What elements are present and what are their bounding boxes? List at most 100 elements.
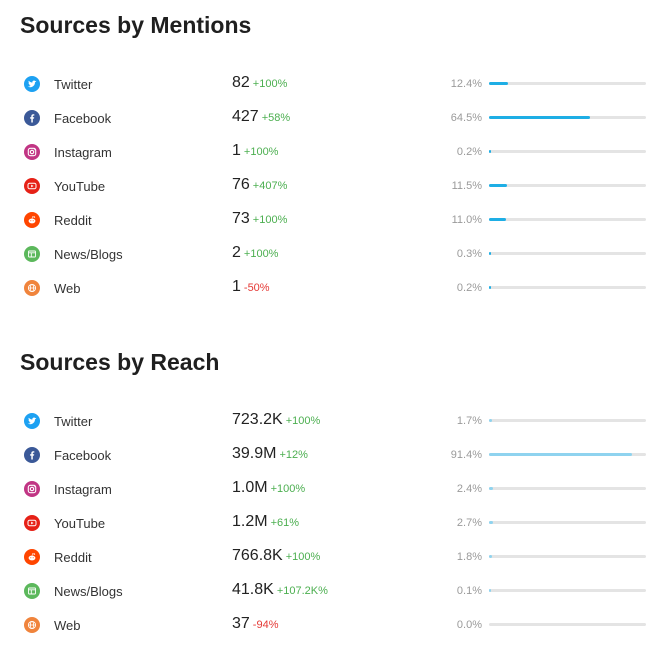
change-badge: +12% (279, 449, 308, 461)
mentions-count: 73 (232, 210, 250, 227)
share-bar-track (489, 252, 646, 255)
share-percent: 2.7% (456, 517, 482, 529)
source-row-youtube[interactable]: YouTube 1.2M +61% 2.7% (0, 506, 670, 540)
share-percent: 1.7% (456, 415, 482, 427)
youtube-icon (24, 515, 40, 531)
facebook-icon (24, 447, 40, 463)
share-percent: 2.4% (456, 483, 482, 495)
share-percent: 0.0% (456, 619, 482, 631)
share-bar-fill (489, 453, 632, 456)
share-percent: 11.5% (451, 180, 482, 192)
share-bar-track (489, 419, 646, 422)
source-row-reddit[interactable]: Reddit 73 +100% 11.0% (0, 203, 670, 237)
source-value: 1.2M +61% (232, 513, 299, 531)
source-value: 766.8K +100% (232, 547, 320, 565)
source-value: 1 +100% (232, 142, 278, 160)
source-value: 73 +100% (232, 210, 287, 228)
source-row-news[interactable]: News/Blogs 41.8K +107.2K% 0.1% (0, 574, 670, 608)
share-bar-track (489, 218, 646, 221)
change-badge: +107.2K% (276, 585, 328, 597)
share-bar-fill (489, 82, 508, 85)
source-name: YouTube (54, 179, 106, 194)
source-row-twitter[interactable]: Twitter 82 +100% 12.4% (0, 67, 670, 101)
source-name: News/Blogs (54, 247, 123, 262)
youtube-icon (24, 178, 40, 194)
share-bar-fill (489, 589, 491, 592)
source-row-news[interactable]: News/Blogs 2 +100% 0.3% (0, 237, 670, 271)
source-row-twitter[interactable]: Twitter 723.2K +100% 1.7% (0, 404, 670, 438)
change-badge: +100% (252, 214, 288, 226)
change-badge: +61% (270, 517, 300, 529)
mentions-count: 1 (232, 142, 241, 159)
source-value: 41.8K +107.2K% (232, 581, 328, 599)
share-bar-track (489, 521, 646, 524)
reach-count: 766.8K (232, 547, 283, 564)
source-row-instagram[interactable]: Instagram 1.0M +100% 2.4% (0, 472, 670, 506)
source-name: News/Blogs (54, 584, 123, 599)
source-row-web[interactable]: Web 37 -94% 0.0% (0, 608, 670, 642)
share-percent: 12.4% (450, 78, 482, 90)
instagram-icon (24, 481, 40, 497)
share-bar-track (489, 82, 646, 85)
instagram-icon (24, 144, 40, 160)
share-bar-fill (489, 184, 507, 187)
mentions-count: 82 (232, 74, 250, 91)
reach-count: 1.0M (232, 479, 268, 496)
source-name: Reddit (54, 213, 92, 228)
source-value: 1 -50% (232, 278, 270, 296)
share-percent: 64.5% (450, 112, 482, 124)
share-bar-track (489, 150, 646, 153)
source-value: 1.0M +100% (232, 479, 305, 497)
share-bar-fill (489, 116, 590, 119)
source-value: 82 +100% (232, 74, 287, 92)
source-row-reddit[interactable]: Reddit 766.8K +100% 1.8% (0, 540, 670, 574)
facebook-icon (24, 110, 40, 126)
source-row-facebook[interactable]: Facebook 39.9M +12% 91.4% (0, 438, 670, 472)
change-badge: +58% (261, 112, 291, 124)
source-value: 427 +58% (232, 108, 290, 126)
source-name: Instagram (54, 482, 112, 497)
share-percent: 11.0% (451, 214, 482, 226)
reach-count: 37 (232, 615, 250, 632)
reach-count: 39.9M (232, 445, 277, 462)
share-bar-fill (489, 218, 506, 221)
share-bar-track (489, 623, 646, 626)
reach-count: 723.2K (232, 411, 283, 428)
reddit-icon (24, 549, 40, 565)
source-value: 37 -94% (232, 615, 278, 633)
share-bar-track (489, 555, 646, 558)
globe-icon (24, 617, 40, 633)
share-percent: 1.8% (456, 551, 482, 563)
share-bar-track (489, 453, 646, 456)
source-value: 2 +100% (232, 244, 278, 262)
mentions-count: 427 (232, 108, 259, 125)
share-bar-fill (489, 252, 491, 255)
share-bar-track (489, 487, 646, 490)
share-bar-fill (489, 286, 491, 289)
change-badge: +100% (285, 551, 321, 563)
source-name: Twitter (54, 414, 93, 429)
mentions-count: 2 (232, 244, 241, 261)
share-percent: 0.3% (456, 248, 482, 260)
share-percent: 0.2% (456, 282, 482, 294)
reach-count: 41.8K (232, 581, 274, 598)
share-percent: 0.2% (456, 146, 482, 158)
reddit-icon (24, 212, 40, 228)
source-row-youtube[interactable]: YouTube 76 +407% 11.5% (0, 169, 670, 203)
change-badge: +407% (252, 180, 288, 192)
mentions-title: Sources by Mentions (20, 12, 252, 38)
share-bar-fill (489, 521, 493, 524)
source-value: 39.9M +12% (232, 445, 308, 463)
source-row-instagram[interactable]: Instagram 1 +100% 0.2% (0, 135, 670, 169)
twitter-icon (24, 76, 40, 92)
source-row-facebook[interactable]: Facebook 427 +58% 64.5% (0, 101, 670, 135)
share-bar-track (489, 184, 646, 187)
source-row-web[interactable]: Web 1 -50% 0.2% (0, 271, 670, 305)
source-name: Facebook (54, 448, 112, 463)
source-value: 723.2K +100% (232, 411, 320, 429)
news-icon (24, 246, 40, 262)
source-name: Twitter (54, 77, 93, 92)
mentions-count: 76 (232, 176, 250, 193)
share-bar-fill (489, 419, 492, 422)
source-name: Facebook (54, 111, 112, 126)
